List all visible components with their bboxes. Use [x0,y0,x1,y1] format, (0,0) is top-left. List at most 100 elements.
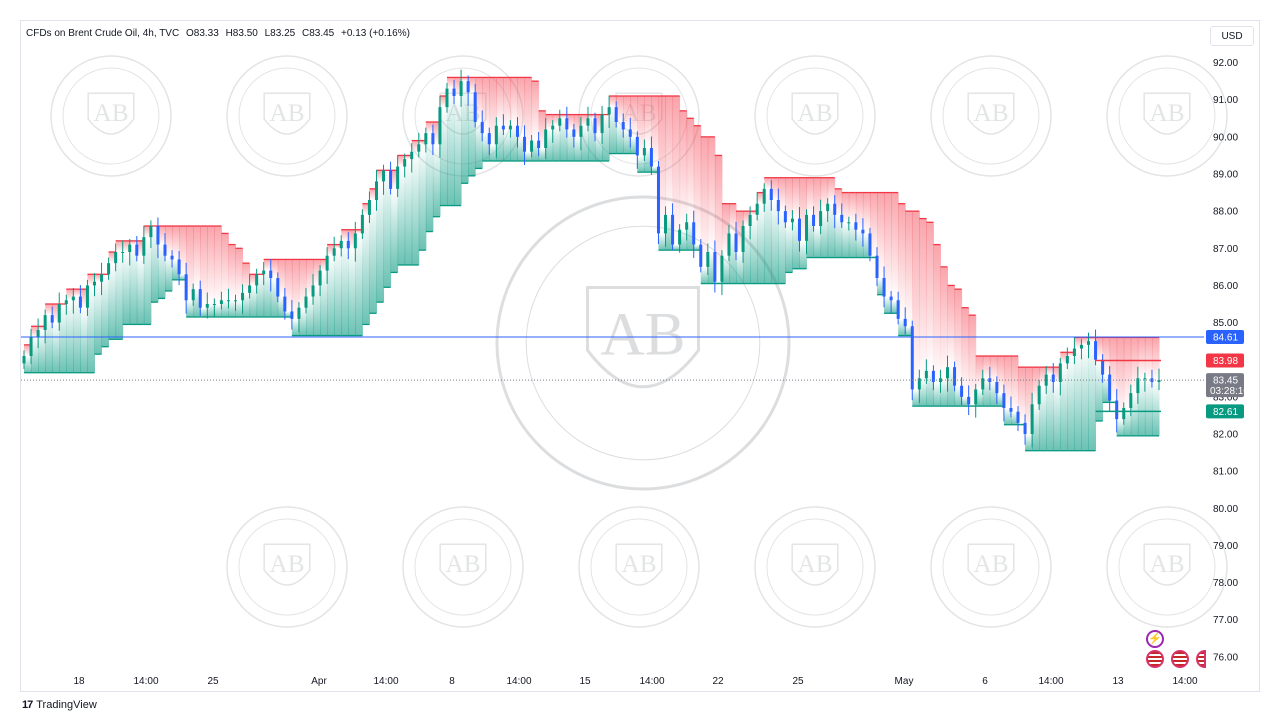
band-layer [24,76,1160,452]
candle [396,155,400,198]
y-tick-label: 80.00 [1213,504,1238,515]
last-price-tag-bg [1206,373,1244,398]
candle [692,210,696,258]
candle [508,120,512,138]
watermark-logo-icon: AB [226,55,348,177]
candle [593,112,597,142]
candle [854,213,858,241]
candle [156,217,160,258]
candle [290,299,294,330]
candle [226,288,230,309]
candle [142,225,146,264]
symbol-title[interactable]: CFDs on Brent Crude Oil, 4h, TVC [26,28,180,39]
candle [882,266,886,308]
tradingview-logo-icon[interactable]: 17 [22,699,33,711]
candle [727,224,731,262]
candle [875,247,879,287]
candle [1002,384,1006,422]
candle [480,110,484,142]
candle [995,376,999,404]
candle [1108,366,1112,412]
y-tick-label: 85.00 [1213,318,1238,329]
candle [515,117,519,148]
candle [790,210,794,231]
candle [311,273,315,305]
candle [219,291,223,310]
candle [607,95,611,128]
candle [938,369,942,393]
candle [586,106,590,132]
candle [635,131,639,169]
candle [840,203,844,228]
y-tick-label: 76.00 [1213,652,1238,663]
watermark-logo-icon: AB [1106,506,1228,628]
candle [283,288,287,320]
footer-brand[interactable]: TradingView [36,699,97,711]
currency-button[interactable]: USD [1210,26,1254,46]
candle [269,259,273,292]
candle [868,227,872,262]
candle [889,291,893,314]
ohlc-close: C83.45 [301,28,335,39]
candle [473,83,477,128]
last-price-tag: 83.45 [1213,376,1238,387]
candle [1072,337,1076,365]
candle [403,153,407,178]
candle [107,257,111,280]
y-tick-label: 86.00 [1213,281,1238,292]
x-tick-label: 6 [982,676,988,687]
candle [128,239,132,266]
watermark-logo-icon: AB [930,55,1052,177]
candle [50,306,54,329]
candle [85,279,89,316]
candle [720,250,724,296]
candle [360,209,364,239]
candle [487,127,491,156]
svg-text:AB: AB [1150,100,1185,127]
candle [649,136,653,175]
candle [114,243,118,272]
candle [205,292,209,319]
candle [71,288,75,314]
candle [678,224,682,253]
candle [466,75,470,106]
us-flag-icon[interactable] [1146,650,1164,668]
x-tick-label: 13 [1112,676,1124,687]
watermark-logo-icon: AB [402,506,524,628]
candle [931,365,935,391]
candle [1051,363,1055,393]
candle [431,124,435,156]
flash-icon[interactable]: ⚡ [1146,630,1164,648]
candle [699,239,703,273]
candle [389,161,393,195]
candle [121,240,125,263]
candle [537,132,541,157]
y-tick-label: 77.00 [1213,615,1238,626]
candle [762,183,766,212]
us-flag-icon[interactable] [1171,650,1189,668]
candle [621,113,625,138]
candle [29,328,33,365]
time-axis[interactable]: 18 14:00 25 Apr 14:00 8 14:00 15 14:00 22 25 May 6 14… [73,676,1198,687]
candle [1065,347,1069,369]
watermark-logo-icon: AB [1106,55,1228,177]
footer: 17 TradingView [22,699,97,711]
candle [339,235,343,257]
candle [255,268,259,294]
candle [523,125,527,166]
candle [191,283,195,306]
candle [530,135,534,158]
candle [163,233,167,262]
us-flag-icon[interactable] [1196,650,1206,668]
candle [184,262,188,314]
candle [685,213,689,241]
svg-text:AB: AB [270,100,305,127]
candle [600,106,604,144]
candle [452,80,456,105]
x-tick-label: 14:00 [133,676,158,687]
y-tick-label: 89.00 [1213,170,1238,181]
candle [22,350,26,369]
candle [494,117,498,158]
candle [565,106,569,138]
